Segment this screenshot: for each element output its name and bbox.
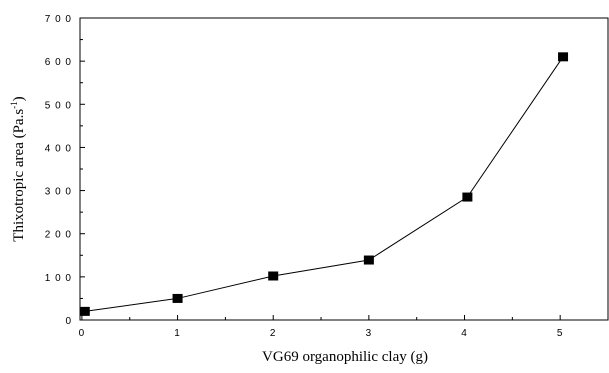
x-tick-label: 1 (174, 328, 181, 339)
y-axis-ticks: 0 1 0 0 2 0 0 3 0 0 4 0 0 5 0 0 6 0 0 7 0 0 (45, 14, 85, 327)
y-tick-label: 3 0 0 (45, 187, 72, 198)
x-tick-label: 0 (79, 328, 86, 339)
y-axis-label: Thixotropic area (Pa.s-1) (9, 96, 27, 241)
y-tick-label: 5 0 0 (45, 100, 72, 111)
data-point-marker (558, 52, 569, 62)
x-tick-label: 4 (461, 328, 468, 339)
x-tick-label: 3 (366, 328, 373, 339)
x-axis-label: VG69 organophilic clay (g) (262, 349, 428, 365)
y-axis-label-tail: ) (11, 96, 27, 101)
data-point-marker (462, 192, 473, 202)
data-point-marker (79, 306, 90, 316)
data-point-marker (268, 271, 279, 281)
y-tick-label: 7 0 0 (45, 14, 72, 25)
y-tick-label: 2 0 0 (45, 230, 72, 241)
y-axis-label-superscript: -1 (9, 101, 19, 109)
x-tick-label: 5 (557, 328, 564, 339)
data-point-marker (363, 255, 374, 265)
data-point-marker (172, 293, 183, 303)
series-group (79, 52, 569, 316)
y-tick-label: 4 0 0 (45, 143, 72, 154)
y-tick-label: 1 0 0 (45, 273, 72, 284)
x-tick-label: 2 (270, 328, 277, 339)
y-tick-label: 6 0 0 (45, 57, 72, 68)
y-tick-label: 0 (65, 316, 72, 327)
plot-frame (79, 17, 609, 321)
y-axis-label-main: Thixotropic area (Pa.s (11, 109, 27, 242)
series-line (84, 56, 564, 312)
x-axis-ticks: 0 1 2 3 4 5 (79, 315, 564, 339)
